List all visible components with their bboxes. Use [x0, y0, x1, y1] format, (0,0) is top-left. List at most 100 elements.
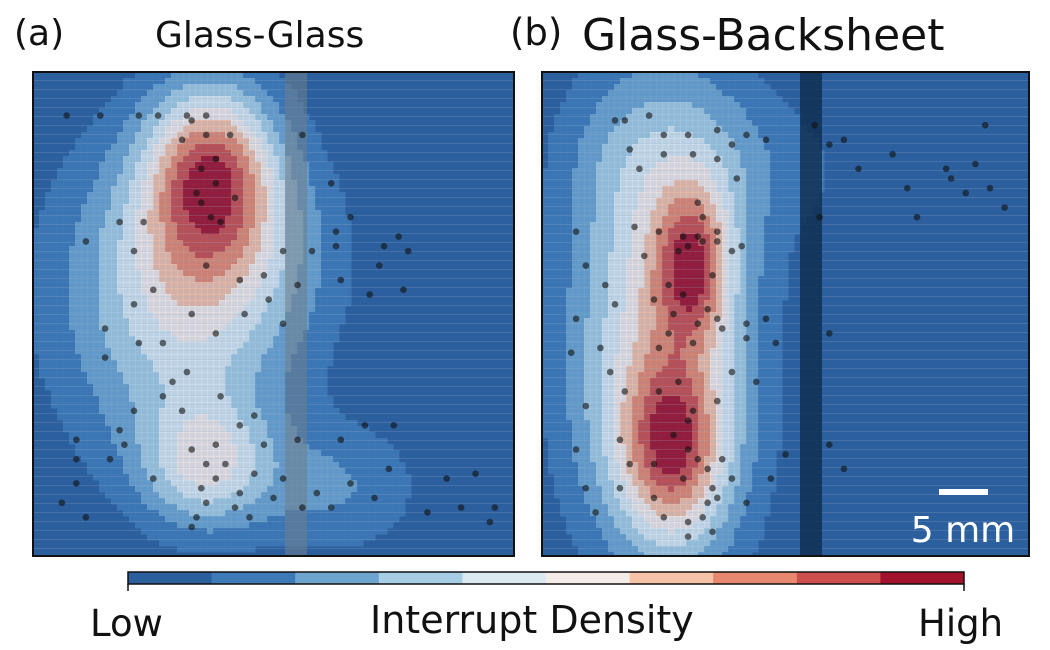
interrupt-point	[260, 441, 268, 449]
interrupt-point	[222, 460, 229, 468]
interrupt-point	[347, 480, 354, 487]
interrupt-point	[58, 499, 66, 507]
interrupt-point	[371, 494, 378, 502]
interrupt-point	[472, 470, 479, 478]
interrupt-point	[294, 281, 301, 289]
interrupt-point	[236, 276, 244, 284]
interrupt-point	[251, 470, 258, 478]
interrupt-point	[332, 228, 340, 235]
interrupt-point	[486, 518, 494, 526]
interrupt-point	[217, 218, 224, 226]
interrupt-point	[73, 480, 80, 487]
interrupt-point	[212, 180, 220, 187]
cell-texture	[33, 72, 514, 556]
interrupt-point	[82, 514, 90, 521]
interrupt-point	[207, 213, 215, 221]
interrupt-point	[231, 194, 239, 202]
interrupt-point	[198, 484, 205, 492]
interrupt-point	[188, 523, 195, 531]
interrupt-points	[58, 112, 499, 531]
interrupt-point	[212, 155, 220, 163]
interrupt-point	[202, 460, 210, 468]
interrupt-point	[202, 112, 210, 119]
panel-title-b: Glass-Backsheet	[582, 10, 945, 61]
interrupt-point	[380, 242, 388, 250]
interrupt-point	[279, 320, 287, 328]
interrupt-point	[226, 131, 234, 139]
interrupt-point	[135, 112, 143, 119]
interrupt-point	[116, 218, 123, 226]
interrupt-point	[308, 247, 316, 255]
interrupt-point	[198, 199, 205, 206]
interrupt-point	[327, 180, 335, 187]
interrupt-point	[73, 455, 80, 463]
interrupt-point	[424, 509, 431, 516]
interrupt-point	[376, 262, 383, 269]
interrupt-point	[183, 112, 191, 119]
interrupt-point	[337, 436, 345, 444]
interrupt-point	[241, 310, 248, 318]
panel-label-b: (b)	[510, 11, 563, 54]
interrupt-point	[202, 499, 210, 507]
interrupt-point	[116, 426, 123, 434]
panel-label-a: (a)	[14, 13, 65, 54]
interrupt-point	[390, 422, 398, 429]
interrupt-point	[236, 422, 244, 429]
interrupt-point	[130, 301, 138, 308]
interrupt-point	[188, 310, 195, 318]
interrupt-point	[188, 117, 195, 124]
interrupt-point	[236, 489, 244, 497]
interrupt-point	[178, 136, 186, 144]
interrupt-point	[183, 368, 191, 376]
interrupt-point	[299, 504, 306, 511]
interrupt-point	[443, 475, 451, 482]
interrupt-point	[327, 504, 335, 511]
interrupt-point	[101, 325, 109, 332]
interrupt-point	[231, 504, 239, 511]
interrupt-point	[63, 112, 70, 119]
interrupt-point	[202, 131, 210, 139]
interrupt-point	[212, 475, 220, 482]
interrupt-point	[279, 247, 287, 255]
interrupt-point	[279, 475, 287, 482]
interrupt-point	[169, 378, 176, 386]
interrupt-point	[246, 514, 253, 521]
interrupt-point	[299, 131, 306, 139]
panel-a	[32, 71, 515, 557]
interrupt-point	[491, 504, 499, 511]
panel-title-a: Glass-Glass	[155, 15, 365, 56]
interrupt-point	[366, 291, 374, 298]
interrupt-point	[130, 407, 138, 415]
interrupt-point	[337, 276, 345, 284]
interrupt-point	[106, 455, 114, 463]
interrupt-point	[217, 393, 224, 400]
interrupt-point	[212, 330, 220, 337]
interrupt-point	[212, 441, 220, 449]
interrupt-point	[140, 218, 147, 226]
interrupt-point	[400, 286, 407, 294]
interrupt-point	[130, 247, 138, 255]
interrupt-point	[159, 393, 167, 400]
interrupt-point	[202, 262, 210, 269]
panel-b	[541, 71, 1030, 557]
busbar	[285, 72, 307, 556]
interrupt-point	[332, 242, 340, 250]
interrupt-point	[178, 407, 186, 415]
interrupt-point	[395, 233, 402, 240]
interrupt-point	[150, 475, 157, 482]
interrupt-point	[385, 465, 393, 473]
interrupt-point	[82, 238, 90, 245]
interrupt-point	[294, 436, 301, 444]
interrupt-point	[135, 339, 143, 347]
interrupt-point	[159, 339, 167, 347]
panel-frame	[32, 71, 515, 557]
interrupt-point	[188, 446, 195, 453]
interrupt-point	[270, 494, 277, 502]
interrupt-point	[251, 412, 258, 419]
interrupt-point	[260, 272, 268, 279]
interrupt-point	[457, 504, 465, 511]
interrupt-point	[150, 286, 157, 294]
interrupt-point	[361, 422, 369, 429]
interrupt-point	[193, 189, 200, 197]
